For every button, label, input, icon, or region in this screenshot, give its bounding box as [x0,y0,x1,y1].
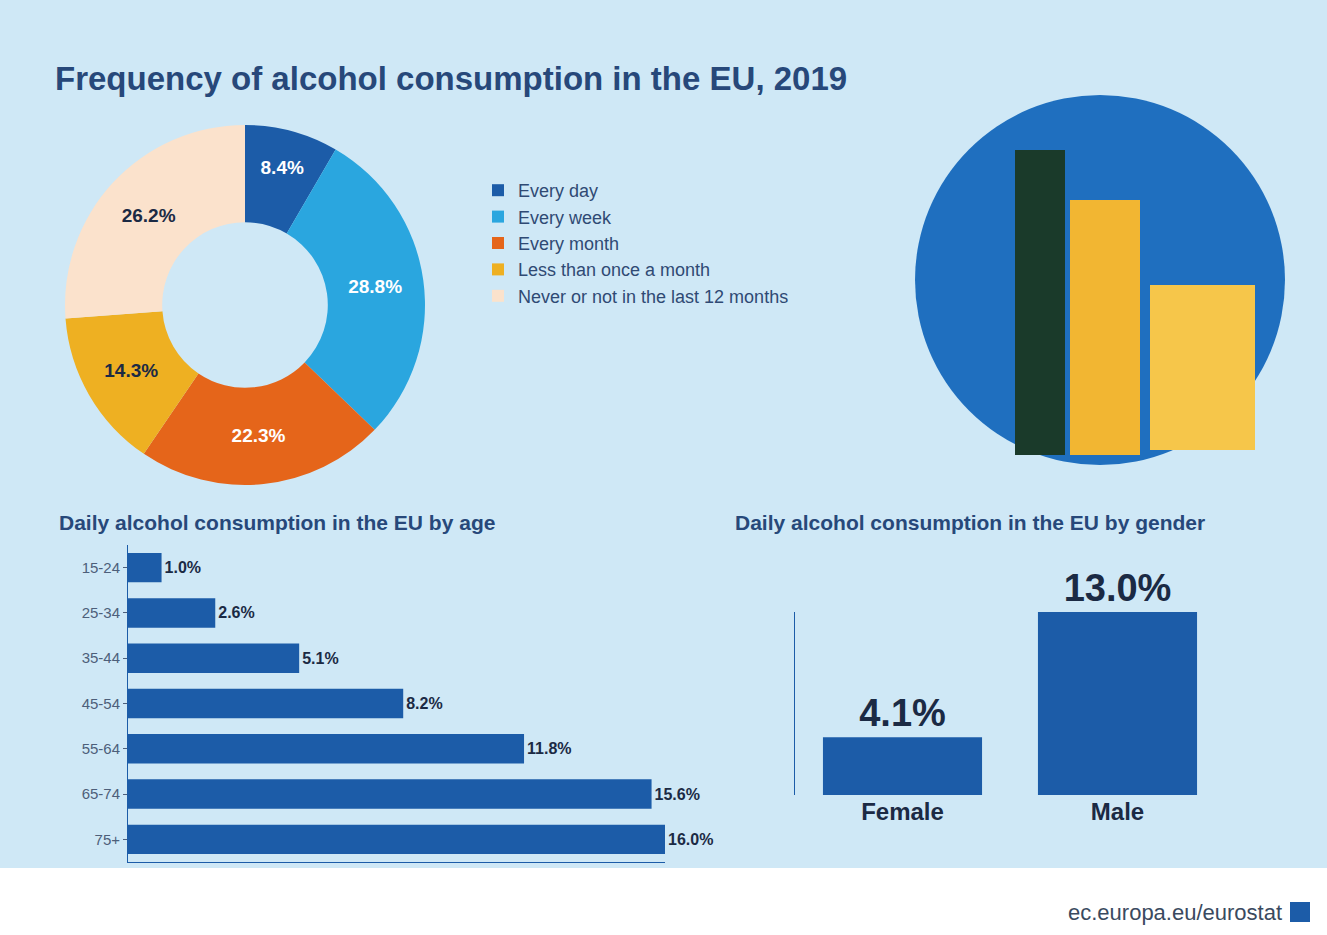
svg-text:Every month: Every month [518,234,619,254]
svg-text:8.4%: 8.4% [261,157,304,178]
svg-text:Less than once a month: Less than once a month [518,260,710,280]
svg-text:Frequency of alcohol consumpti: Frequency of alcohol consumption in the … [55,60,847,97]
svg-text:5.1%: 5.1% [302,650,338,667]
svg-text:8.2%: 8.2% [406,695,442,712]
svg-text:Every week: Every week [518,208,612,228]
svg-text:2.6%: 2.6% [218,604,254,621]
svg-text:13.0%: 13.0% [1064,567,1172,609]
svg-text:11.8%: 11.8% [527,740,571,757]
svg-text:14.3%: 14.3% [104,360,158,381]
svg-text:1.0%: 1.0% [165,559,201,576]
svg-text:35-44: 35-44 [82,649,120,666]
svg-text:4.1%: 4.1% [859,692,946,734]
svg-text:Daily alcohol consumption in t: Daily alcohol consumption in the EU by a… [59,511,495,534]
svg-text:15-24: 15-24 [82,559,120,576]
svg-text:Every day: Every day [518,181,598,201]
svg-text:ec.europa.eu/eurostat: ec.europa.eu/eurostat [1068,900,1282,925]
svg-text:55-64: 55-64 [82,740,120,757]
svg-text:Daily alcohol consumption in t: Daily alcohol consumption in the EU by g… [735,511,1205,534]
svg-text:Male: Male [1091,798,1144,825]
svg-text:16.0%: 16.0% [668,831,713,848]
svg-text:28.8%: 28.8% [348,276,402,297]
svg-text:45-54: 45-54 [82,695,120,712]
svg-text:65-74: 65-74 [82,785,120,802]
svg-text:75+: 75+ [95,831,121,848]
svg-text:22.3%: 22.3% [232,425,286,446]
svg-text:Female: Female [861,798,944,825]
svg-text:15.6%: 15.6% [655,786,700,803]
svg-text:25-34: 25-34 [82,604,120,621]
svg-text:26.2%: 26.2% [122,205,176,226]
svg-text:Never or not in the last 12 mo: Never or not in the last 12 months [518,287,788,307]
